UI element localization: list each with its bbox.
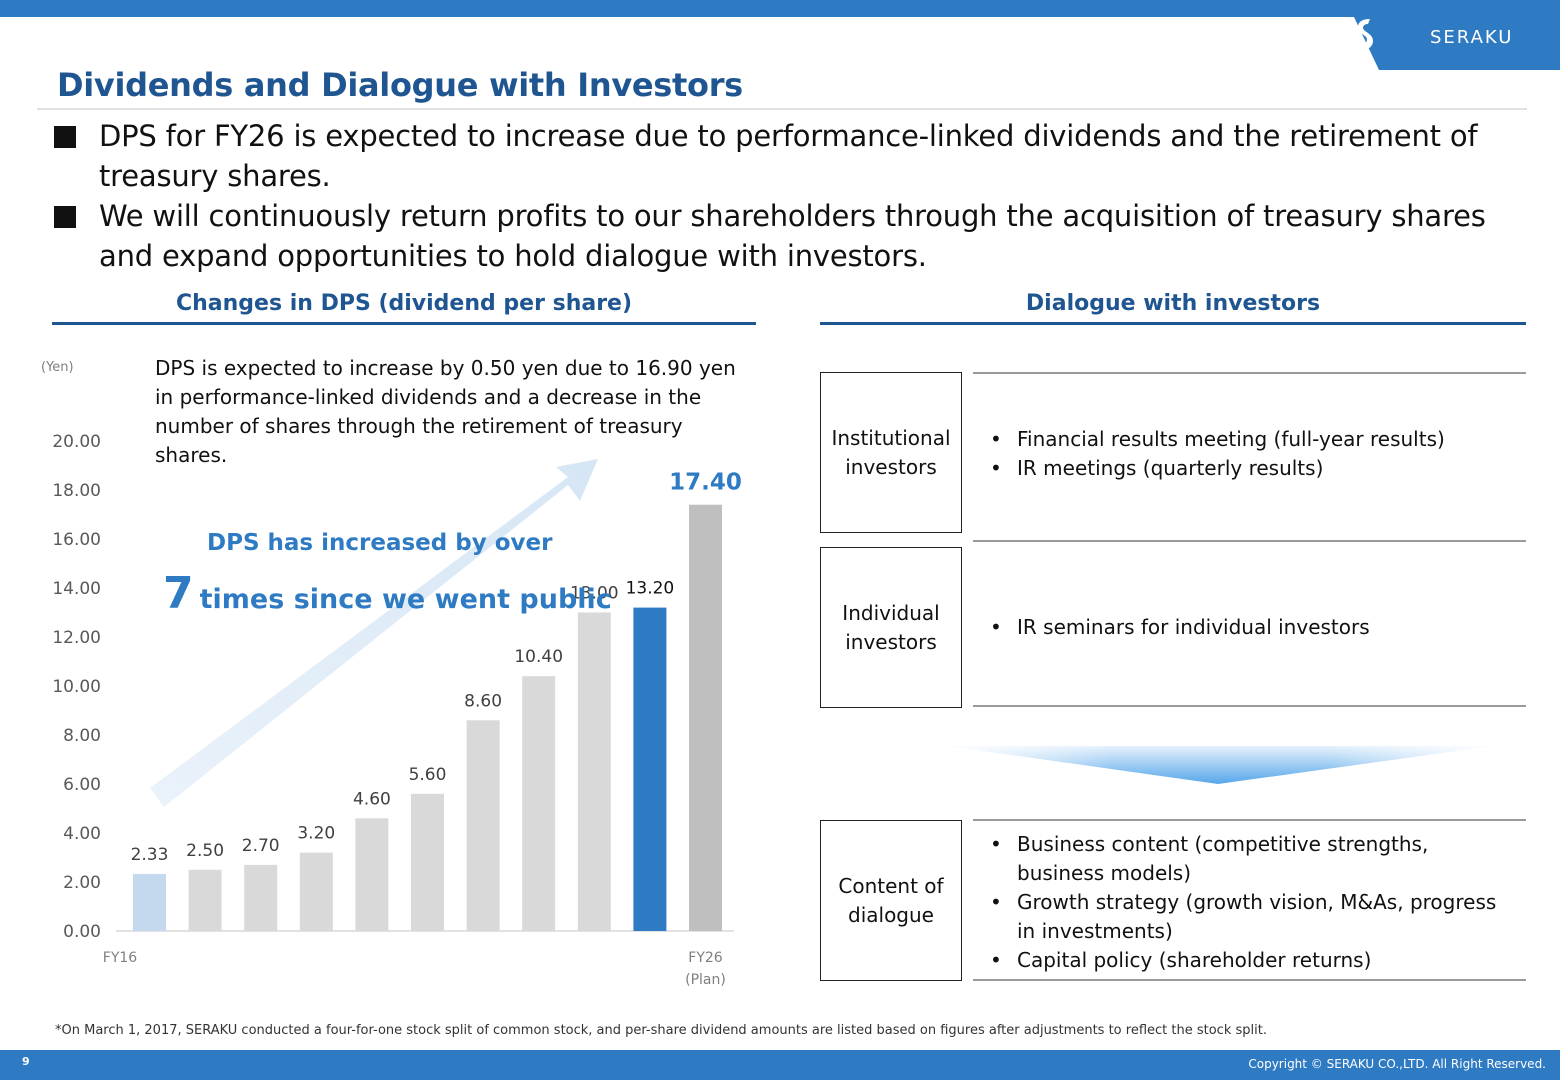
row-divider	[973, 372, 1526, 374]
growth-callout-line1: DPS has increased by over	[207, 530, 553, 556]
y-tick-label: 14.00	[52, 579, 101, 599]
growth-callout-line2: 7 times since we went public	[163, 568, 612, 619]
y-axis-unit-label: (Yen)	[41, 360, 74, 375]
y-tick-label: 0.00	[63, 922, 101, 942]
row-divider	[973, 979, 1526, 981]
square-bullet-icon	[54, 206, 76, 228]
growth-multiple: 7	[163, 568, 194, 619]
list-item: IR meetings (quarterly results)	[990, 454, 1520, 483]
dps-bar	[466, 720, 500, 931]
page-number: 9	[22, 1055, 30, 1068]
bottom-bar	[0, 1050, 1560, 1080]
top-accent-bar	[0, 0, 1560, 17]
list-item: IR seminars for individual investors	[990, 613, 1520, 642]
dps-bar	[633, 607, 667, 931]
y-tick-label: 16.00	[52, 530, 101, 550]
dps-explanation-note: DPS is expected to increase by 0.50 yen …	[155, 356, 736, 467]
y-tick-label: 2.00	[63, 873, 101, 893]
dps-bar	[188, 869, 222, 931]
bar-value-label: 5.60	[409, 765, 447, 785]
list-item: Growth strategy (growth vision, M&As, pr…	[990, 888, 1520, 946]
bar-value-label: 17.40	[669, 470, 742, 496]
title-divider	[37, 108, 1527, 110]
growth-callout-text: times since we went public	[199, 584, 612, 615]
y-tick-label: 12.00	[52, 628, 101, 648]
content-of-dialogue-list: Business content (competitive strengths,…	[990, 830, 1520, 975]
summary-bullet: We will continuously return profits to o…	[52, 196, 1542, 276]
bar-value-label: 10.40	[514, 647, 563, 667]
x-tick-label: FY16	[103, 950, 138, 966]
dps-bar	[299, 852, 333, 931]
y-tick-label: 4.00	[63, 824, 101, 844]
bar-value-label: 13.20	[626, 579, 675, 599]
institutional-investors-list: Financial results meeting (full-year res…	[990, 425, 1520, 483]
y-tick-label: 6.00	[63, 775, 101, 795]
bar-value-label: 2.33	[131, 845, 169, 865]
institutional-investors-box: Institutional investors	[820, 372, 962, 533]
summary-bullet-text: We will continuously return profits to o…	[99, 199, 1486, 273]
bar-value-label: 4.60	[353, 789, 391, 809]
bar-value-label: 8.60	[464, 691, 502, 711]
row-divider	[973, 705, 1526, 707]
y-tick-label: 8.00	[63, 726, 101, 746]
dps-section-heading: Changes in DPS (dividend per share)	[175, 291, 633, 316]
down-chevron-icon	[948, 746, 1493, 784]
dps-bar	[411, 793, 444, 931]
y-tick-label: 20.00	[52, 432, 101, 452]
logo-wordmark: SERAKU	[1430, 27, 1514, 48]
bar-value-label: 2.70	[242, 836, 280, 856]
seraku-s-logo-icon	[1358, 19, 1373, 51]
dps-bar	[577, 612, 611, 931]
copyright-text: Copyright © SERAKU CO.,LTD. All Right Re…	[1248, 1057, 1546, 1071]
dialogue-section-heading: Dialogue with investors	[1025, 291, 1321, 316]
content-of-dialogue-box: Content of dialogue	[820, 820, 962, 981]
row-divider	[973, 540, 1526, 542]
list-item: Business content (competitive strengths,…	[990, 830, 1520, 888]
row-divider	[973, 819, 1526, 821]
square-bullet-icon	[54, 126, 76, 148]
bar-value-label: 13.00	[570, 584, 619, 604]
x-tick-label: FY26	[688, 950, 723, 966]
growth-arrow-icon	[150, 459, 598, 807]
y-tick-label: 18.00	[52, 481, 101, 501]
list-item: Financial results meeting (full-year res…	[990, 425, 1520, 454]
summary-bullets: DPS for FY26 is expected to increase due…	[52, 116, 1542, 276]
individual-investors-list: IR seminars for individual investors	[990, 613, 1520, 642]
dps-bar	[355, 818, 389, 931]
dps-section-rule	[52, 322, 756, 325]
summary-bullet: DPS for FY26 is expected to increase due…	[52, 116, 1542, 196]
summary-bullet-text: DPS for FY26 is expected to increase due…	[99, 119, 1478, 193]
page-title: Dividends and Dialogue with Investors	[57, 66, 743, 104]
logo-tab-background	[1354, 17, 1560, 70]
dps-bar	[133, 873, 166, 931]
list-item: Capital policy (shareholder returns)	[990, 946, 1520, 975]
stock-split-footnote: *On March 1, 2017, SERAKU conducted a fo…	[55, 1023, 1267, 1038]
bar-value-label: 2.50	[186, 841, 224, 861]
x-tick-sublabel: (Plan)	[685, 972, 726, 988]
dialogue-section-rule	[820, 322, 1526, 325]
dps-bar	[522, 676, 556, 931]
dps-bar	[244, 864, 278, 931]
individual-investors-box: Individual investors	[820, 547, 962, 708]
dps-bar-chart: (Yen) 0.00 2.00 4.00 6.00 8.00 10.00 12.00 14.00…	[41, 360, 742, 988]
logo-tab: SERAKU	[1354, 17, 1560, 70]
dps-bar	[689, 504, 722, 931]
y-tick-label: 10.00	[52, 677, 101, 697]
bar-value-label: 3.20	[297, 824, 335, 844]
